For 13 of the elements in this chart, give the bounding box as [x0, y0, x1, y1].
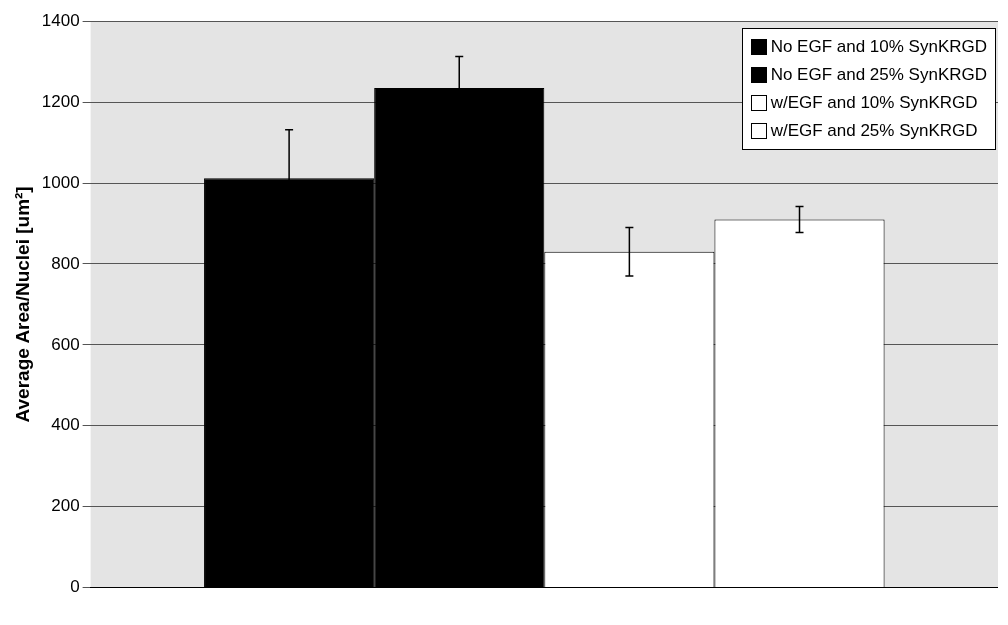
y-tick-label: 1400: [41, 10, 80, 30]
y-tick-label: 400: [51, 415, 80, 435]
y-tick-label: 200: [51, 496, 80, 516]
legend-label: w/EGF and 10% SynKRGD: [770, 92, 978, 114]
y-tick-label: 1000: [41, 172, 80, 192]
y-tick-label: 800: [51, 253, 80, 273]
y-tick-label: 600: [51, 334, 80, 354]
y-tick-label: 1200: [41, 91, 80, 111]
legend-label: No EGF and 10% SynKRGD: [770, 36, 987, 58]
legend-label: w/EGF and 25% SynKRGD: [770, 120, 978, 142]
y-axis-title: Average Area/Nuclei [um²]: [11, 186, 33, 423]
y-tick-label: 0: [70, 577, 80, 597]
legend-label: No EGF and 25% SynKRGD: [770, 64, 987, 86]
